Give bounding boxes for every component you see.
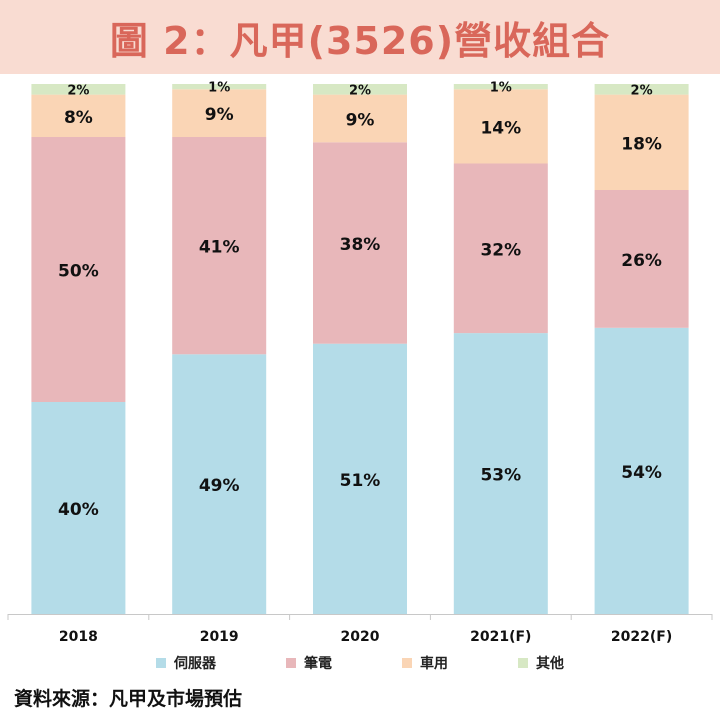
legend-label-other: 其他 <box>536 656 564 672</box>
legend-item-other: 其他 <box>518 650 564 676</box>
bar-segment <box>313 84 407 95</box>
chart-title: 圖 2：凡甲(3526)營收組合 <box>109 18 611 63</box>
bar-segment <box>594 84 689 95</box>
data-label: 18% <box>621 134 662 154</box>
legend-item-server: 伺服器 <box>156 650 216 676</box>
data-label: 40% <box>58 500 99 520</box>
data-label: 38% <box>340 235 381 255</box>
x-tick-label: 2020 <box>341 629 380 645</box>
legend-item-notebook: 筆電 <box>286 650 332 676</box>
data-label: 49% <box>199 476 240 496</box>
x-tick-label: 2022(F) <box>611 629 672 645</box>
legend-label-notebook: 筆電 <box>304 656 332 672</box>
source-note: 資料來源：凡甲及市場預估 <box>14 688 243 710</box>
legend: 伺服器 筆電 車用 其他 <box>0 650 720 676</box>
data-label: 8% <box>64 108 93 128</box>
title-bar: 圖 2：凡甲(3526)營收組合 <box>0 0 720 74</box>
data-label: 9% <box>346 110 375 130</box>
bar-segment <box>313 94 407 143</box>
bar-segment <box>31 402 126 614</box>
bar-segment <box>453 163 548 334</box>
bar-segment <box>172 354 267 614</box>
data-label: 54% <box>621 463 662 483</box>
legend-swatch-automotive <box>402 658 412 668</box>
data-label: 1% <box>490 81 512 96</box>
bar-segment <box>453 84 548 90</box>
data-label: 9% <box>205 105 234 125</box>
legend-label-server: 伺服器 <box>174 656 216 672</box>
bar-segment <box>31 137 126 402</box>
x-tick-label: 2019 <box>200 629 239 645</box>
data-label: 2% <box>631 83 653 98</box>
data-label: 41% <box>199 238 240 258</box>
bar-segment <box>453 89 548 164</box>
x-tick-label: 2018 <box>59 629 98 645</box>
bar-segment <box>172 137 267 355</box>
data-label: 32% <box>480 240 521 260</box>
bar-segment <box>31 94 126 137</box>
legend-item-automotive: 車用 <box>402 650 448 676</box>
data-label: 51% <box>340 471 381 491</box>
stacked-bar-chart: 40% 50% 8% 2% 2018 49% 41% 9% 1% 2019 51% 38% 9% 2% 20… <box>7 81 713 645</box>
data-label: 2% <box>349 83 371 98</box>
x-tick-label: 2021(F) <box>470 629 531 645</box>
bar-segment <box>594 327 689 614</box>
bar-segment <box>594 94 689 190</box>
bar-segment <box>313 142 407 344</box>
bar-segment <box>594 190 689 328</box>
bar-segment <box>453 333 548 614</box>
data-label: 14% <box>480 118 521 138</box>
legend-label-automotive: 車用 <box>420 656 448 672</box>
data-label: 50% <box>58 262 99 282</box>
data-label: 26% <box>621 251 662 271</box>
legend-swatch-other <box>518 658 528 668</box>
data-label: 1% <box>208 81 230 96</box>
bar-segment <box>31 84 126 95</box>
bar-segment <box>172 84 267 90</box>
bar-segment <box>313 343 407 614</box>
data-label: 53% <box>480 466 521 486</box>
legend-swatch-notebook <box>286 658 296 668</box>
data-label: 2% <box>67 83 89 98</box>
legend-swatch-server <box>156 658 166 668</box>
bar-segment <box>172 89 267 137</box>
